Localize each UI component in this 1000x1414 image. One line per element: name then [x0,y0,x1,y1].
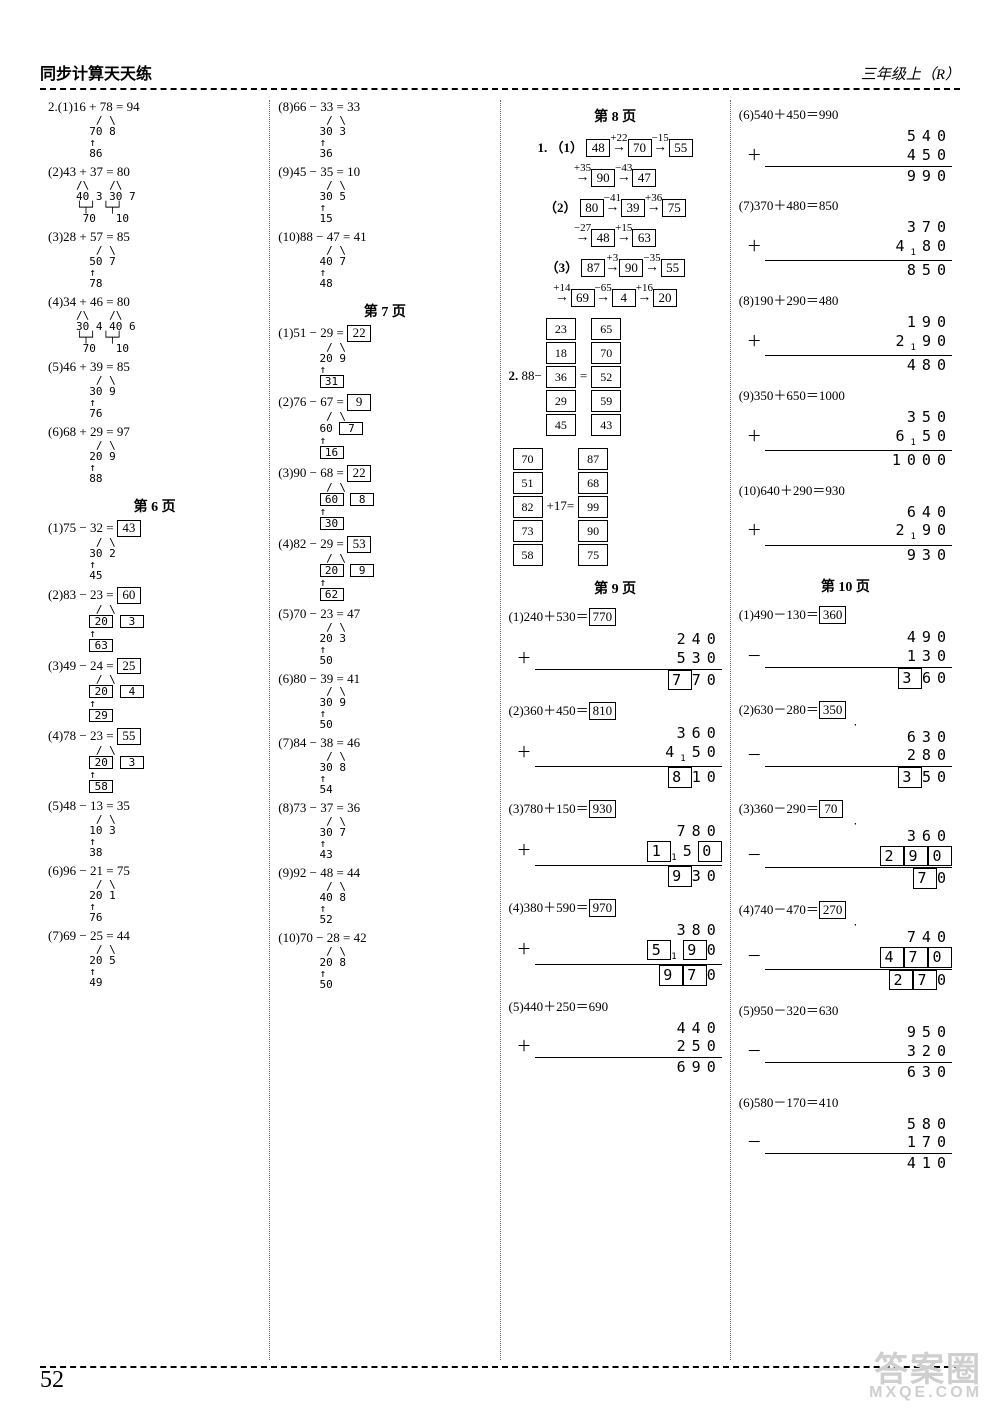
equation: (6)580－170＝410 [739,1092,952,1111]
content-columns: 2.(1)16 + 78 = 94 / \ 70 8 ↑ 86 (2)43 + 3… [40,100,960,1360]
split-problem: (10)88 − 47 = 41 / \ 40 7 ↑ 48 [278,230,491,289]
vertical-calc: 640＋2190930 [765,503,952,565]
split-problem: (3)49 − 24 = 25 / \ 20 4 ↑ 29 [48,658,261,723]
split-problem: (4)78 − 23 = 55 / \ 20 3 ↑ 58 [48,728,261,793]
arrow-chain: 1. （1） 48+22→70−15→55 [509,133,722,157]
page-marker: 第 8 页 [509,106,722,126]
vertical-calc: 350＋ 61501000 [765,408,952,470]
split-problem: (1)75 − 32 = 43 / \ 30 2 ↑ 45 [48,520,261,581]
equation: (5)950－320＝630 [739,1000,952,1019]
split-problem: (6)68 + 29 = 97 / \ 20 9 ↑ 88 [48,425,261,484]
split-problem: (8)66 − 33 = 33 / \ 30 3 ↑ 36 [278,100,491,159]
grid-problem: 7051827358+17=8768999075 [509,446,722,568]
vertical-calc: 380＋5190970 [535,921,722,986]
column-1: 2.(1)16 + 78 = 94 / \ 70 8 ↑ 86 (2)43 + 3… [40,100,269,1360]
number-grid: 8768999075 [576,446,610,568]
column-4: (6)540＋450＝990 540＋450990 (7)370＋480＝850 37… [730,100,960,1360]
equation: (3)360－290＝70 [739,798,952,818]
equation: (4)740－470＝270 [739,899,952,919]
vertical-calc: 440＋250690 [535,1019,722,1077]
split-problem: (4)34 + 46 = 80/\ /\ 30 4 40 6 └┬┘ └┬┘ 7… [48,295,261,354]
vertical-calc: 490－130360 [765,628,952,688]
equation: (6)540＋450＝990 [739,104,952,123]
split-problem: (5)48 − 13 = 35 / \ 10 3 ↑ 38 [48,799,261,858]
vertical-calc: 950－320630 [765,1023,952,1081]
split-problem: (10)70 − 28 = 42 / \ 20 8 ↑ 50 [278,931,491,990]
equation: (10)640＋290＝930 [739,480,952,499]
vertical-calc: 190＋2190480 [765,313,952,375]
header-title: 同步计算天天练 [40,60,152,84]
arrow-chain: +35→90−43→47 [509,163,722,187]
split-problem: (2)43 + 37 = 80/\ /\ 40 3 30 7 └┬┘ └┬┘ 7… [48,165,261,224]
equation: (2)630－280＝350 [739,699,952,719]
equation: (2)360＋450＝810 [509,700,722,720]
arrow-chain: −27→48+15→63 [509,223,722,247]
equation: (7)370＋480＝850 [739,195,952,214]
page-marker: 第 6 页 [48,496,261,516]
equation: (1)490－130＝360 [739,604,952,624]
split-problem: (3)28 + 57 = 85 / \ 50 7 ↑ 78 [48,230,261,289]
split-problem: (2)76 − 67 = 9 / \ 60 7 ↑ 16 [278,394,491,459]
page-marker: 第 7 页 [278,301,491,321]
footer-rule [40,1366,960,1368]
vertical-calc: 580－170410 [765,1115,952,1173]
equation: (5)440＋250＝690 [509,996,722,1015]
vertical-calc: 780＋1150930 [535,822,722,887]
arrow-chain: （3） 87+3→90−35→55 [509,253,722,277]
column-3: 第 8 页 1. （1） 48+22→70−15→55 +35→90−43→47 （2… [500,100,730,1360]
grid-problem: 2. 88−2318362945=6570525943 [509,316,722,438]
vertical-calc: 240＋530770 [535,630,722,690]
split-problem: (5)70 − 23 = 47 / \ 20 3 ↑ 50 [278,607,491,666]
split-problem: (9)92 − 48 = 44 / \ 40 8 ↑ 52 [278,866,491,925]
page-marker: 第 9 页 [509,578,722,598]
equation: (4)380＋590＝970 [509,897,722,917]
split-problem: (8)73 − 37 = 36 / \ 30 7 ↑ 43 [278,801,491,860]
split-problem: (6)80 − 39 = 41 / \ 30 9 ↑ 50 [278,672,491,731]
split-problem: (2)83 − 23 = 60 / \ 20 3 ↑ 63 [48,587,261,652]
watermark-sub: MXQE.COM [869,1386,982,1400]
equation: (8)190＋290＝480 [739,290,952,309]
number-grid: 2318362945 [544,316,578,438]
page-marker: 第 10 页 [739,576,952,596]
split-problem: (7)84 − 38 = 46 / \ 30 8 ↑ 54 [278,736,491,795]
equation: (1)240＋530＝770 [509,606,722,626]
split-problem: (7)69 − 25 = 44 / \ 20 5 ↑ 49 [48,929,261,988]
split-problem: (1)51 − 29 = 22 / \ 20 9 ↑ 31 [278,325,491,388]
header-grade: 三年级上（R） [861,63,960,84]
vertical-calc: 370＋4180850 [765,218,952,280]
page-header: 同步计算天天练 三年级上（R） [40,60,960,90]
split-problem: (5)46 + 39 = 85 / \ 30 9 ↑ 76 [48,360,261,419]
column-2: (8)66 − 33 = 33 / \ 30 3 ↑ 36 (9)45 − 35 … [269,100,499,1360]
vertical-calc: 540＋450990 [765,127,952,185]
split-problem: (6)96 − 21 = 75 / \ 20 1 ↑ 76 [48,864,261,923]
equation: (9)350＋650＝1000 [739,385,952,404]
split-problem: (9)45 − 35 = 10 / \ 30 5 ↑ 15 [278,165,491,224]
split-problem: (3)90 − 68 = 22 / \ 60 8 ↑ 30 [278,465,491,530]
page-number: 52 [40,1367,64,1394]
number-grid: 7051827358 [511,446,545,568]
vertical-calc: 360＋4150810 [535,724,722,788]
vertical-calc: ·630－280350 [765,723,952,788]
number-grid: 6570525943 [589,316,623,438]
arrow-chain: （2） 80−41→39+36→75 [509,193,722,217]
watermark: 答案圈 MXQE.COM [869,1355,982,1400]
vertical-calc: ·360－290 70 [765,822,952,889]
split-problem: (4)82 − 29 = 53 / \ 20 9 ↑ 62 [278,536,491,601]
vertical-calc: ·740－470270 [765,923,952,990]
split-problem: 2.(1)16 + 78 = 94 / \ 70 8 ↑ 86 [48,100,261,159]
arrow-chain: +14→69−65→4+16→20 [509,283,722,307]
equation: (3)780＋150＝930 [509,798,722,818]
